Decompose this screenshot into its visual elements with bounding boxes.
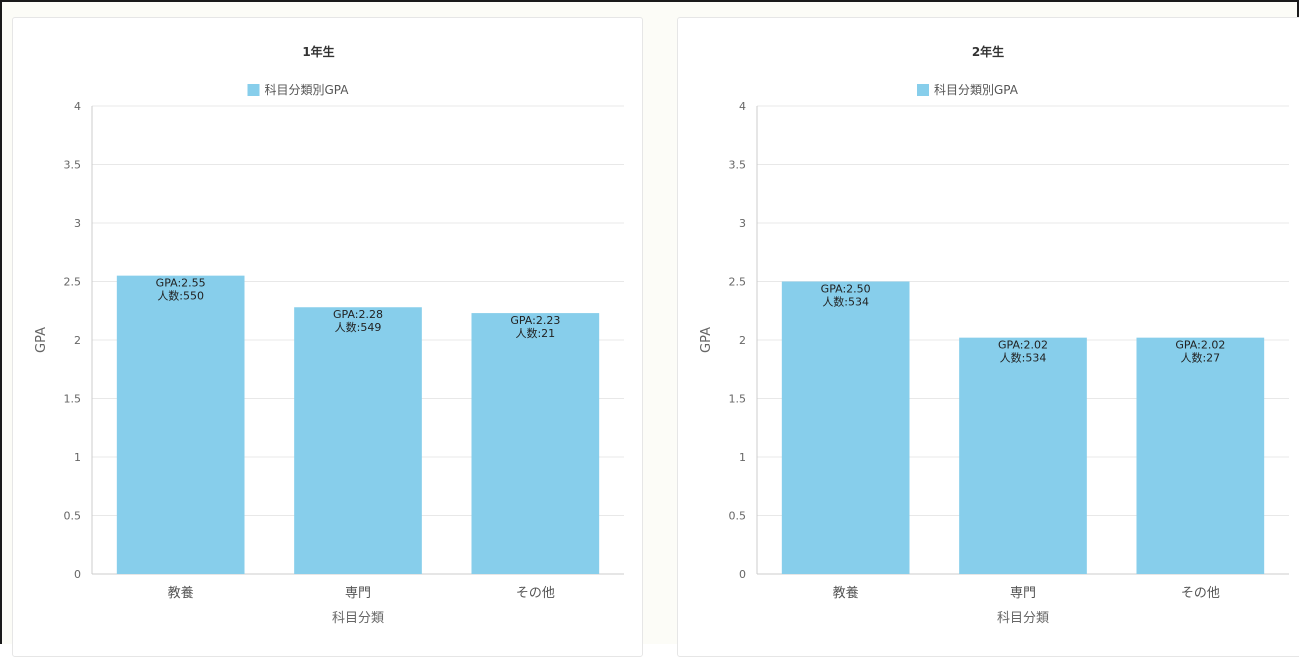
chart-title: 2年生 [972,44,1004,59]
bar-専門[interactable] [959,337,1087,574]
bar-data-label-count: 人数:27 [1180,352,1220,365]
chart-title: 1年生 [302,44,334,59]
bar-data-label-count: 人数:549 [335,321,382,334]
x-axis-label: 科目分類 [332,611,384,626]
x-tick-label: その他 [516,586,555,601]
legend-swatch [247,84,260,96]
bar-chart: 1年生科目分類別GPA00.511.522.533.54GPAGPA:2.55人… [34,44,624,626]
y-axis-label: GPA [699,327,714,353]
y-tick-label: 2.5 [729,276,747,289]
y-tick-label: 2 [74,334,81,347]
y-tick-label: 4 [739,100,746,113]
bar-data-label-gpa: GPA:2.23 [510,314,560,327]
bar-data-label-count: 人数:534 [1000,352,1047,365]
y-tick-label: 3.5 [64,159,82,172]
legend-label: 科目分類別GPA [934,83,1019,97]
bar-data-label-count: 人数:534 [822,296,869,309]
x-tick-label: 教養 [168,585,194,601]
y-tick-label: 1.5 [729,393,747,406]
bar-data-label-gpa: GPA:2.02 [998,339,1048,352]
bar-教養[interactable] [116,275,245,574]
y-tick-label: 0 [74,568,81,581]
y-tick-label: 1 [739,451,746,464]
y-axis-label: GPA [34,327,49,353]
bar-chart: 2年生科目分類別GPA00.511.522.533.54GPAGPA:2.50人… [699,44,1289,626]
y-tick-label: 3 [739,217,746,230]
bar-専門[interactable] [294,307,422,574]
x-tick-label: 専門 [345,586,371,601]
legend-label: 科目分類別GPA [265,83,350,97]
x-tick-label: 専門 [1010,586,1036,601]
x-tick-label: その他 [1181,586,1220,601]
y-tick-label: 3.5 [729,159,747,172]
y-tick-label: 0.5 [64,510,82,523]
bar-教養[interactable] [781,281,910,575]
x-tick-label: 教養 [833,585,859,601]
bar-data-label-gpa: GPA:2.28 [333,308,383,321]
bar-その他[interactable] [471,313,600,574]
y-tick-label: 0 [739,568,746,581]
chart-panel-grade-2: 2年生 科目分類別GPA 0 0.5 1 1.5 2 2.5 3 3.5 4 GPA GPA:2.50 人… [677,17,1299,657]
bar-data-label-gpa: GPA:2.02 [1175,339,1225,352]
legend-swatch [917,84,929,96]
y-tick-label: 0.5 [729,510,747,523]
y-tick-label: 1 [74,451,81,464]
bar-data-label-count: 人数:21 [515,327,555,340]
y-tick-label: 4 [74,100,81,113]
bar-data-label-gpa: GPA:2.50 [821,283,871,296]
x-axis-label: 科目分類 [997,611,1049,626]
bar-data-label-gpa: GPA:2.55 [156,277,206,290]
chart-panel-grade-1: 1年生 科目分類別GPA 0 0.5 1 1.5 2 2.5 3 3.5 4 GPA GPA:2.55 人… [12,17,643,657]
bar-data-label-count: 人数:550 [157,290,204,303]
bar-その他[interactable] [1136,337,1265,574]
y-tick-label: 3 [74,217,81,230]
y-tick-label: 2 [739,334,746,347]
y-tick-label: 1.5 [64,393,82,406]
y-tick-label: 2.5 [64,276,82,289]
